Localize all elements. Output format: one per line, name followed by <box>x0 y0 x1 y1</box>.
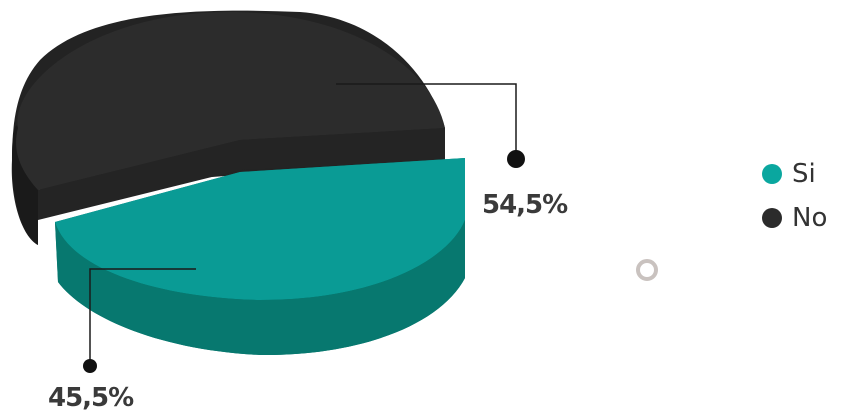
legend-swatch-si <box>762 164 782 184</box>
legend-swatch-no <box>762 208 782 228</box>
ring-icon <box>636 259 658 281</box>
data-label-no: 54,5% <box>482 190 568 220</box>
leader-line-no <box>336 83 525 168</box>
pie-slice-no <box>11 10 446 245</box>
legend: Si No <box>762 152 827 240</box>
legend-label-no: No <box>792 203 828 233</box>
legend-item-no: No <box>762 196 827 240</box>
leader-line-si <box>83 268 196 373</box>
pie-slice-si <box>55 158 465 356</box>
data-label-si: 45,5% <box>48 383 134 413</box>
legend-label-si: Si <box>792 159 816 189</box>
legend-item-si: Si <box>762 152 827 196</box>
